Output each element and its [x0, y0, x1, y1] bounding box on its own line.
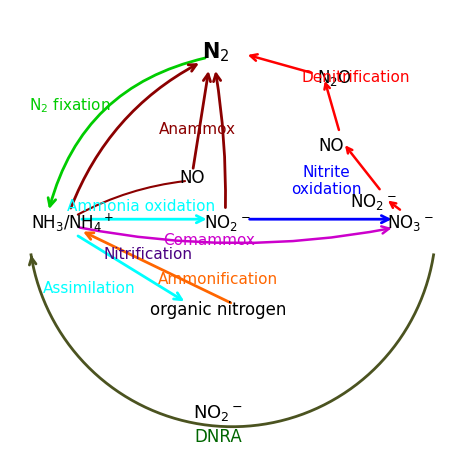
- Text: Ammonification: Ammonification: [158, 272, 278, 287]
- Text: Comammox: Comammox: [163, 233, 255, 248]
- Text: Nitrite
oxidation: Nitrite oxidation: [291, 164, 361, 197]
- Text: NO$_2$$^-$: NO$_2$$^-$: [193, 403, 243, 423]
- Text: NO$_3$$^-$: NO$_3$$^-$: [387, 213, 434, 233]
- Text: N$_2$O: N$_2$O: [317, 68, 351, 88]
- Text: DNRA: DNRA: [194, 428, 242, 446]
- Text: Nitrification: Nitrification: [103, 247, 192, 262]
- Text: N$_2$ fixation: N$_2$ fixation: [28, 97, 110, 115]
- Text: N$_2$: N$_2$: [202, 40, 230, 64]
- Text: Assimilation: Assimilation: [43, 281, 136, 296]
- Text: NO$_2$$^-$: NO$_2$$^-$: [204, 213, 251, 233]
- Text: Anammox: Anammox: [159, 122, 236, 137]
- Text: Ammonia oxidation: Ammonia oxidation: [67, 199, 215, 214]
- Text: NO: NO: [318, 137, 344, 155]
- Text: NO: NO: [180, 169, 205, 187]
- Text: Denitrification: Denitrification: [302, 70, 410, 85]
- Text: NO$_2$$^-$: NO$_2$$^-$: [349, 192, 396, 212]
- Text: NH$_3$/NH$_4$$^+$: NH$_3$/NH$_4$$^+$: [31, 212, 114, 234]
- Text: organic nitrogen: organic nitrogen: [150, 301, 286, 319]
